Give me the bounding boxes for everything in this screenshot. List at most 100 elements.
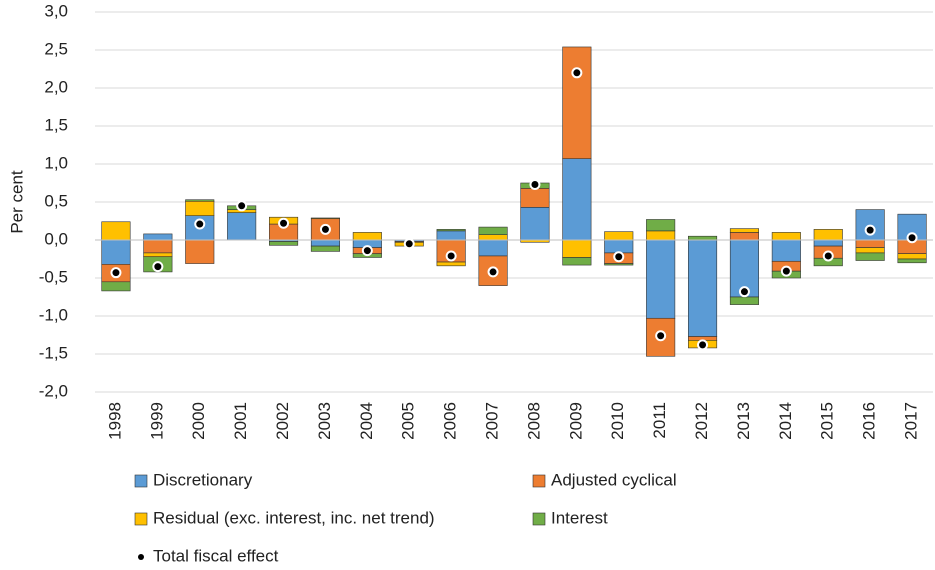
total-dot	[613, 251, 625, 263]
total-dot	[236, 200, 248, 212]
bar-segment	[520, 207, 550, 241]
bar-segment	[562, 158, 592, 241]
bar-segment	[310, 217, 340, 220]
bar-segment	[729, 232, 759, 241]
total-dot	[655, 330, 667, 342]
bar-segment	[101, 221, 131, 241]
bar-segment	[604, 239, 634, 254]
bar-segment	[604, 263, 634, 266]
total-dot	[780, 265, 792, 277]
total-dot	[110, 267, 122, 279]
total-dot	[571, 67, 583, 79]
total-dot	[361, 245, 373, 257]
legend-label: Total fiscal effect	[153, 546, 279, 565]
y-tick-label: 2,5	[44, 39, 68, 58]
x-tick-label: 2012	[692, 402, 711, 440]
bar-segment	[436, 230, 466, 241]
bar-segment	[478, 234, 508, 241]
bar-segment	[897, 253, 927, 260]
x-tick-label: 2013	[734, 402, 753, 440]
y-tick-label: 1,5	[44, 115, 68, 134]
y-tick-label: 3,0	[44, 1, 68, 20]
y-tick-label: -1,5	[39, 343, 68, 362]
bar-segment	[688, 239, 718, 337]
total-dot	[738, 286, 750, 298]
x-tick-label: 2004	[357, 402, 376, 440]
x-tick-label: 2009	[566, 402, 585, 440]
x-tick-label: 1999	[147, 402, 166, 440]
bar-segment	[269, 241, 299, 246]
y-tick-label: 0,5	[44, 191, 68, 210]
bar-segment	[101, 239, 131, 265]
x-tick-label: 2007	[483, 402, 502, 440]
bar-segment	[729, 228, 759, 233]
bar-segment	[185, 239, 215, 264]
y-tick-label: 0,0	[44, 229, 68, 248]
bar-segment	[436, 261, 466, 267]
bar-segment	[604, 231, 634, 241]
x-tick-label: 1998	[105, 402, 124, 440]
bar-segment	[688, 235, 718, 241]
bar-segment	[897, 258, 927, 264]
x-tick-label: 2017	[902, 402, 921, 440]
total-dot	[152, 261, 164, 273]
bar-segment	[352, 232, 382, 241]
bar-segment	[143, 233, 173, 241]
bar-segment	[855, 239, 885, 248]
y-tick-label: -1,0	[39, 305, 68, 324]
total-dot	[529, 179, 541, 191]
bar-segment	[646, 219, 676, 232]
x-tick-label: 2001	[231, 402, 250, 440]
total-dot	[697, 339, 709, 351]
total-dot	[403, 238, 415, 250]
bar-segment	[562, 46, 592, 159]
bar-segment	[562, 239, 592, 258]
bar-segment	[143, 239, 173, 254]
legend-dot	[138, 554, 144, 560]
legend-label: Adjusted cyclical	[551, 470, 677, 489]
total-dot	[906, 232, 918, 244]
legend-label: Residual (exc. interest, inc. net trend)	[153, 508, 435, 527]
bar-segment	[855, 252, 885, 261]
x-tick-label: 2003	[315, 402, 334, 440]
bar-segment	[520, 188, 550, 208]
bar-segment	[771, 239, 801, 262]
bar-segment	[562, 257, 592, 266]
y-tick-label: -2,0	[39, 381, 68, 400]
total-dot	[194, 218, 206, 230]
x-tick-label: 2015	[818, 402, 837, 440]
bar-segment	[143, 252, 173, 258]
total-dot	[822, 250, 834, 262]
x-tick-label: 2002	[273, 402, 292, 440]
y-tick-label: 1,0	[44, 153, 68, 172]
total-dot	[278, 217, 290, 229]
legend-label: Discretionary	[153, 470, 253, 489]
bar-segment	[646, 239, 676, 319]
x-tick-label: 2000	[189, 402, 208, 440]
legend-swatch	[134, 512, 148, 526]
x-tick-label: 2006	[441, 402, 460, 440]
bar-segment	[813, 229, 843, 241]
x-tick-label: 2014	[776, 402, 795, 440]
bar-segment	[646, 230, 676, 241]
bar-segment	[310, 245, 340, 252]
x-tick-label: 2016	[860, 402, 879, 440]
bar-segment	[729, 296, 759, 305]
y-tick-label: 2,0	[44, 77, 68, 96]
total-dot	[864, 224, 876, 236]
bar-segment	[478, 239, 508, 257]
y-axis-label: Per cent	[7, 170, 26, 234]
x-tick-label: 2010	[608, 402, 627, 440]
total-dot	[487, 266, 499, 278]
y-tick-label: -0,5	[39, 267, 68, 286]
bar-segment	[101, 281, 131, 292]
bar-segment	[813, 239, 843, 247]
x-tick-label: 2008	[524, 402, 543, 440]
legend-swatch	[134, 474, 148, 488]
legend-swatch	[532, 474, 546, 488]
bar-segment	[185, 200, 215, 216]
x-tick-label: 2011	[650, 402, 669, 439]
bar-segment	[771, 232, 801, 241]
legend-swatch	[532, 512, 546, 526]
